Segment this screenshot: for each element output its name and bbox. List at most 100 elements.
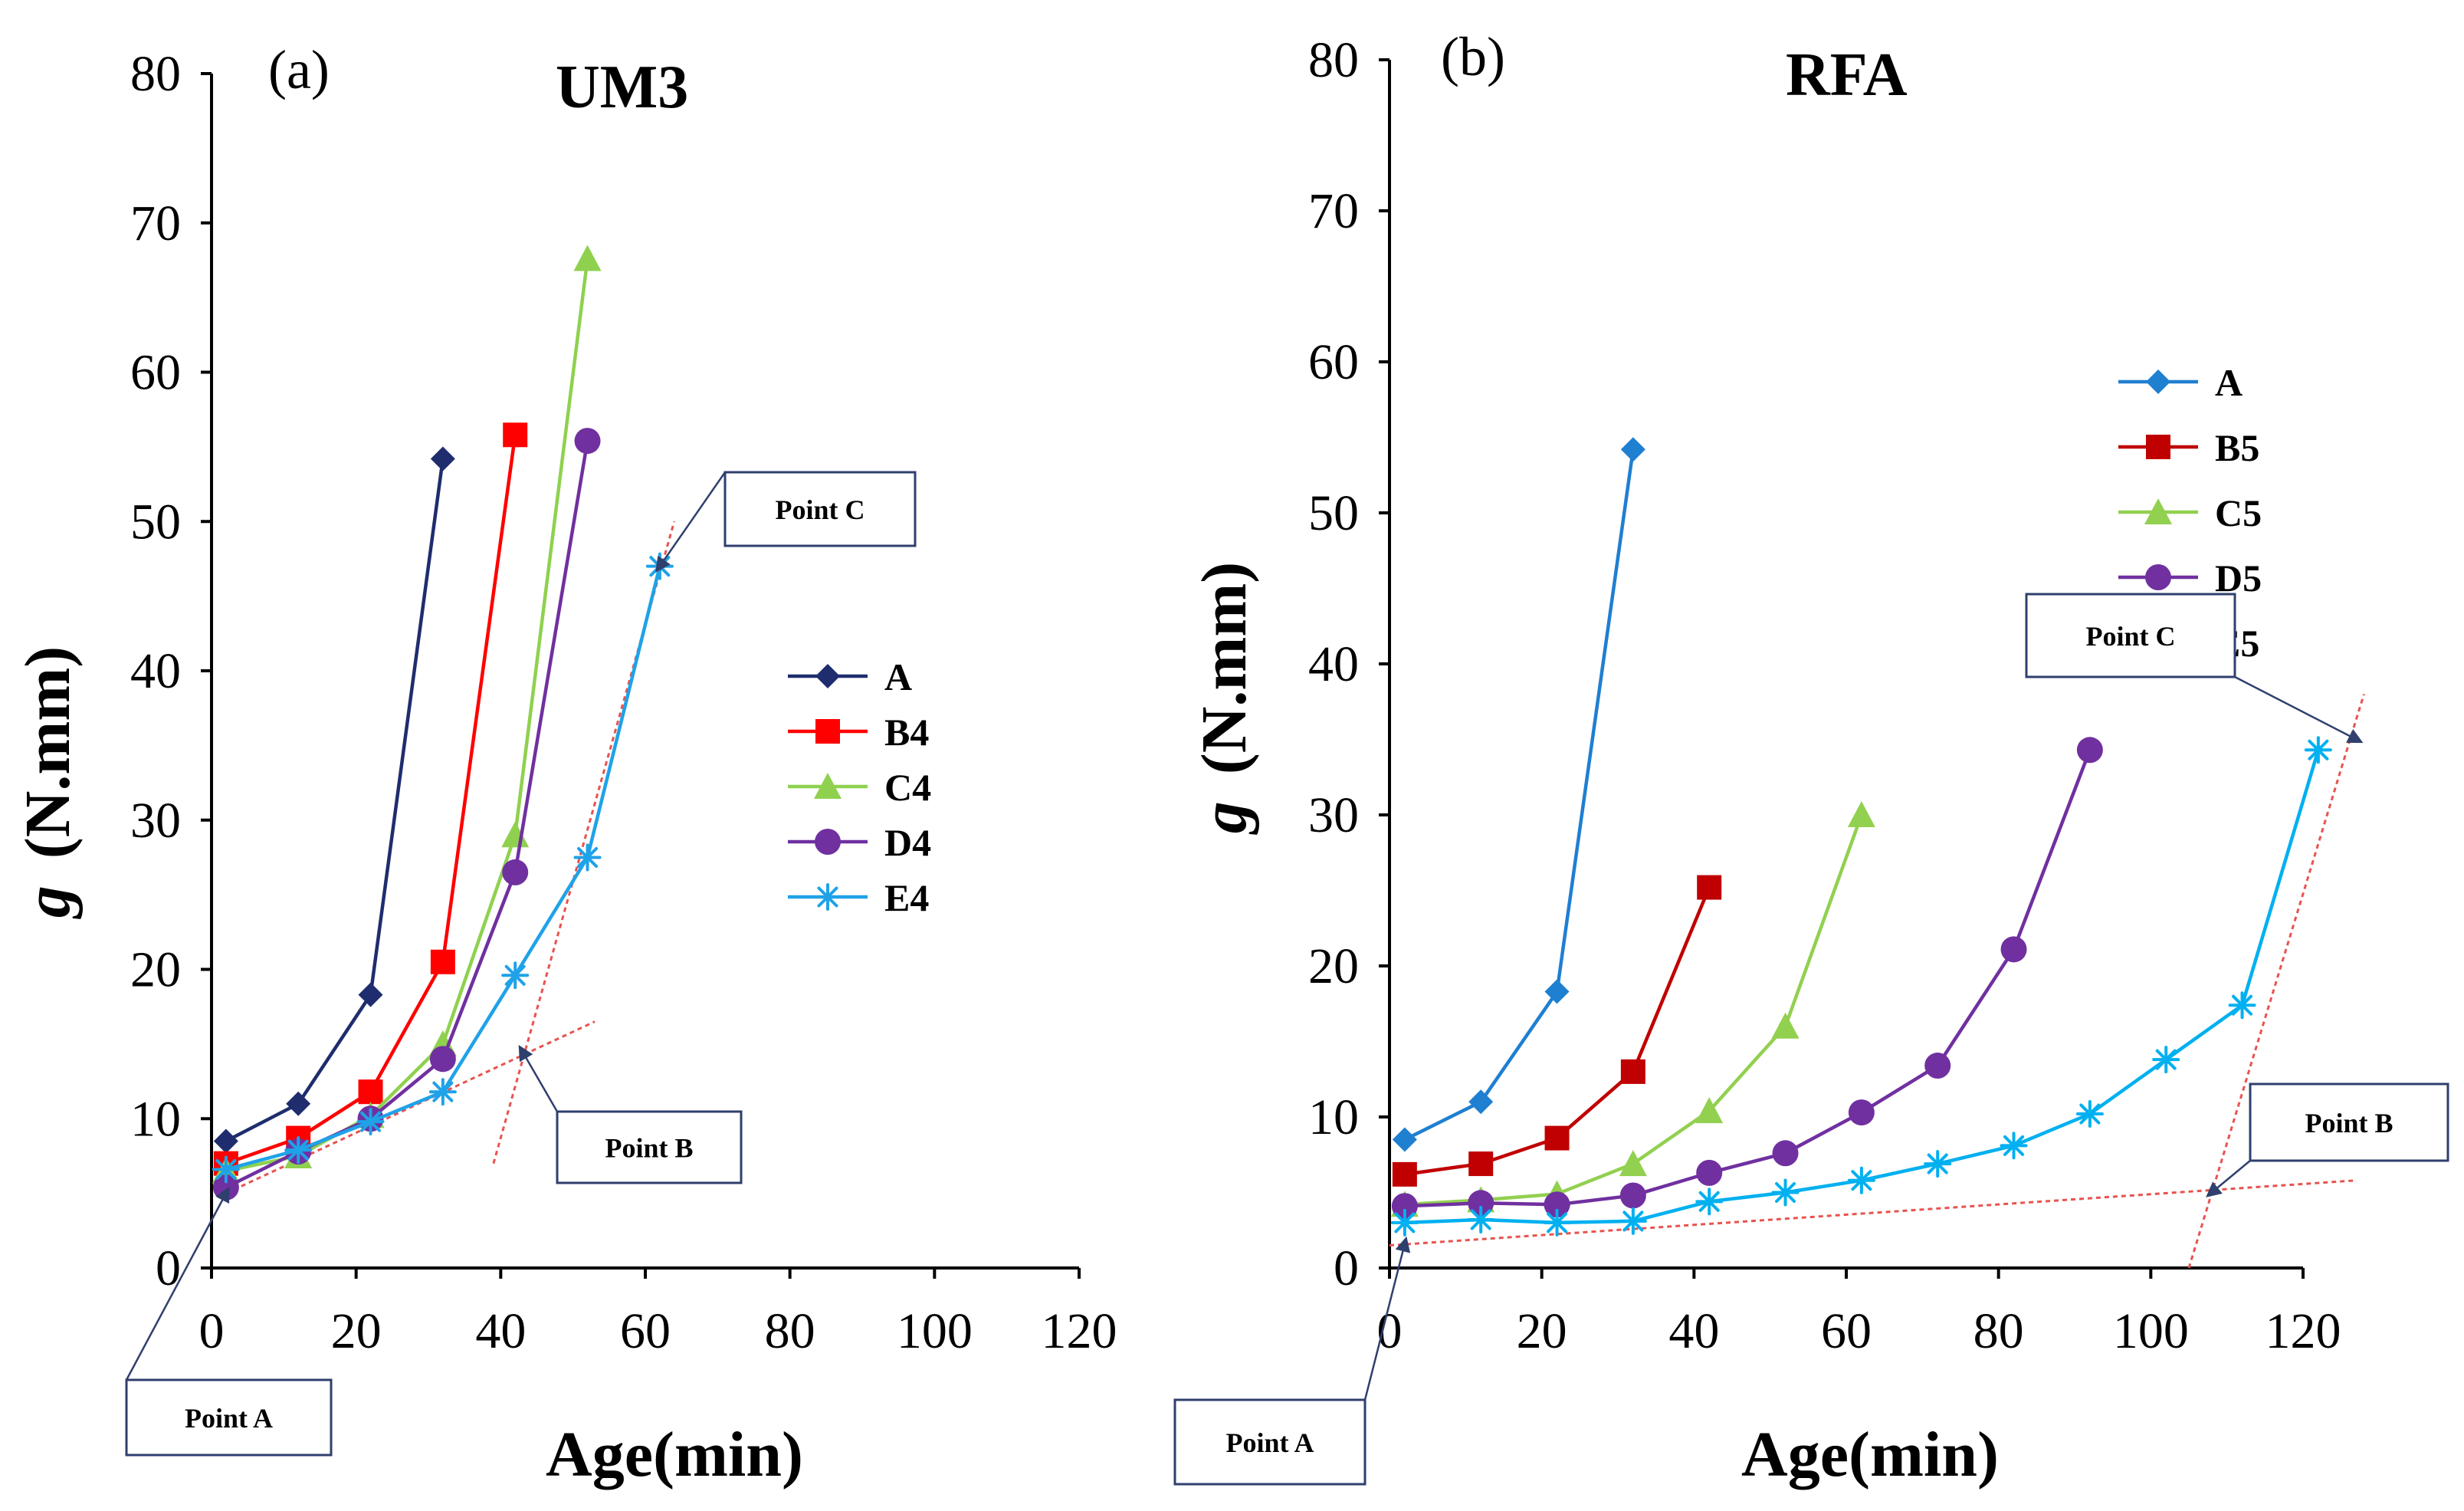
data-point	[286, 1091, 311, 1116]
data-point	[1467, 1205, 1495, 1233]
data-point	[1619, 1150, 1647, 1177]
legend-label: C5	[2215, 491, 2262, 534]
legend-label: A	[2215, 361, 2243, 404]
y-tick-label: 0	[156, 1240, 181, 1296]
marker-stroke	[577, 846, 599, 868]
series-b4	[213, 422, 528, 1176]
x-tick-label: 120	[2266, 1303, 2341, 1359]
y-axis-title: g (N.mm)	[1189, 562, 1260, 836]
data-point	[1543, 1208, 1571, 1237]
series-line	[1403, 448, 1636, 1141]
data-point	[1696, 1159, 1723, 1186]
y-tick-label: 30	[130, 793, 181, 849]
x-tick-label: 80	[765, 1303, 815, 1359]
legend-item: A	[2118, 361, 2243, 404]
legend-label: D4	[884, 821, 931, 864]
chart-panel-rfa: (b) RFA Age(min) g (N.mm) 0 10 20 30 40 50 60 7…	[1173, 26, 2449, 1490]
data-point	[358, 982, 383, 1007]
legend-label: B5	[2215, 426, 2259, 469]
legend-label: C4	[884, 766, 931, 809]
y-tick-label: 60	[1308, 334, 1359, 390]
x-tick-label: 80	[1973, 1303, 2024, 1359]
marker-stroke	[432, 1081, 454, 1102]
x-tick-label: 60	[1821, 1303, 1872, 1359]
x-tick-label: 40	[1668, 1303, 1719, 1359]
legend-label: B4	[884, 711, 929, 754]
data-point	[1924, 1053, 1951, 1079]
data-point	[430, 446, 455, 471]
data-point	[358, 1079, 383, 1105]
panel-letter: (a)	[268, 39, 330, 100]
point-callouts: Point A Point B Point C	[125, 471, 917, 1457]
y-tick-label: 40	[1308, 636, 1359, 692]
y-tick-label: 0	[1334, 1240, 1359, 1296]
data-point	[1391, 1193, 1418, 1220]
legend-marker	[815, 664, 840, 688]
callout-leader	[2206, 1160, 2251, 1197]
data-series	[212, 245, 674, 1201]
data-point	[1468, 1190, 1494, 1217]
series-d5	[1391, 737, 2103, 1220]
legend-item: D4	[788, 821, 931, 864]
marker-stroke	[1775, 1181, 1796, 1204]
data-point	[213, 1128, 238, 1154]
marker-stroke	[1394, 1212, 1416, 1233]
trend-line	[225, 1020, 595, 1194]
legend-item: C4	[788, 766, 931, 809]
data-point	[428, 1078, 457, 1106]
point-callouts: Point A Point B Point C	[1173, 593, 2449, 1486]
y-tick-label: 50	[1308, 485, 1359, 541]
callout-label: Point B	[605, 1133, 693, 1164]
y-tick-label: 30	[1308, 787, 1359, 843]
callout-label: Point C	[776, 494, 865, 525]
data-point	[1848, 1099, 1875, 1126]
y-tick-label: 80	[1308, 32, 1359, 88]
chart-panel-um3: (a) UM3 Age(min) g (N.mm) 0 10 20 30 40 50 60 7…	[12, 39, 1117, 1490]
x-tick-label: 20	[1517, 1303, 1567, 1359]
callout-point-b: Point B	[2206, 1082, 2449, 1197]
data-point	[1697, 875, 1722, 900]
legend-label: D5	[2215, 557, 2262, 599]
data-point	[2076, 737, 2103, 764]
legend-item: A	[788, 655, 912, 698]
marker-stroke	[2003, 1135, 2025, 1156]
data-point	[1468, 1089, 1494, 1115]
series-line	[225, 458, 445, 1143]
data-point	[2152, 1046, 2180, 1074]
x-axis-title: Age(min)	[1741, 1419, 1999, 1490]
data-point	[1847, 1166, 1875, 1194]
x-tick-label: 120	[1042, 1303, 1117, 1359]
marker-stroke	[817, 886, 838, 908]
data-point	[1544, 979, 1570, 1004]
callout-leader	[518, 1044, 559, 1112]
data-point	[502, 859, 529, 885]
y-tick-label: 80	[130, 46, 181, 102]
data-point	[1392, 1161, 1417, 1187]
callout-point-a: Point A	[125, 1186, 333, 1457]
callout-box	[125, 1378, 333, 1457]
data-point	[2304, 736, 2332, 764]
data-point	[1924, 1150, 1952, 1178]
legend-marker	[2146, 370, 2170, 394]
y-tick-label: 20	[130, 942, 181, 998]
callout-leader	[655, 471, 727, 573]
callout-box	[2249, 1082, 2449, 1162]
legend-item: E4	[788, 876, 929, 919]
legend-marker	[815, 719, 840, 744]
x-tick-label: 0	[199, 1303, 225, 1359]
data-point	[429, 1046, 456, 1072]
y-tick-label: 70	[130, 195, 181, 251]
marker-stroke	[2155, 1049, 2177, 1070]
marker-stroke	[1547, 1212, 1568, 1233]
marker-stroke	[1698, 1191, 1720, 1212]
x-axis-title: Age(min)	[546, 1419, 803, 1490]
data-point	[1390, 1208, 1419, 1237]
series-a	[213, 446, 455, 1154]
data-point	[284, 1136, 313, 1164]
series-a	[1392, 437, 1645, 1152]
data-point	[2228, 991, 2256, 1020]
legend-marker	[815, 829, 841, 855]
series-line	[1404, 749, 2092, 1208]
legend-item: B4	[788, 711, 929, 754]
